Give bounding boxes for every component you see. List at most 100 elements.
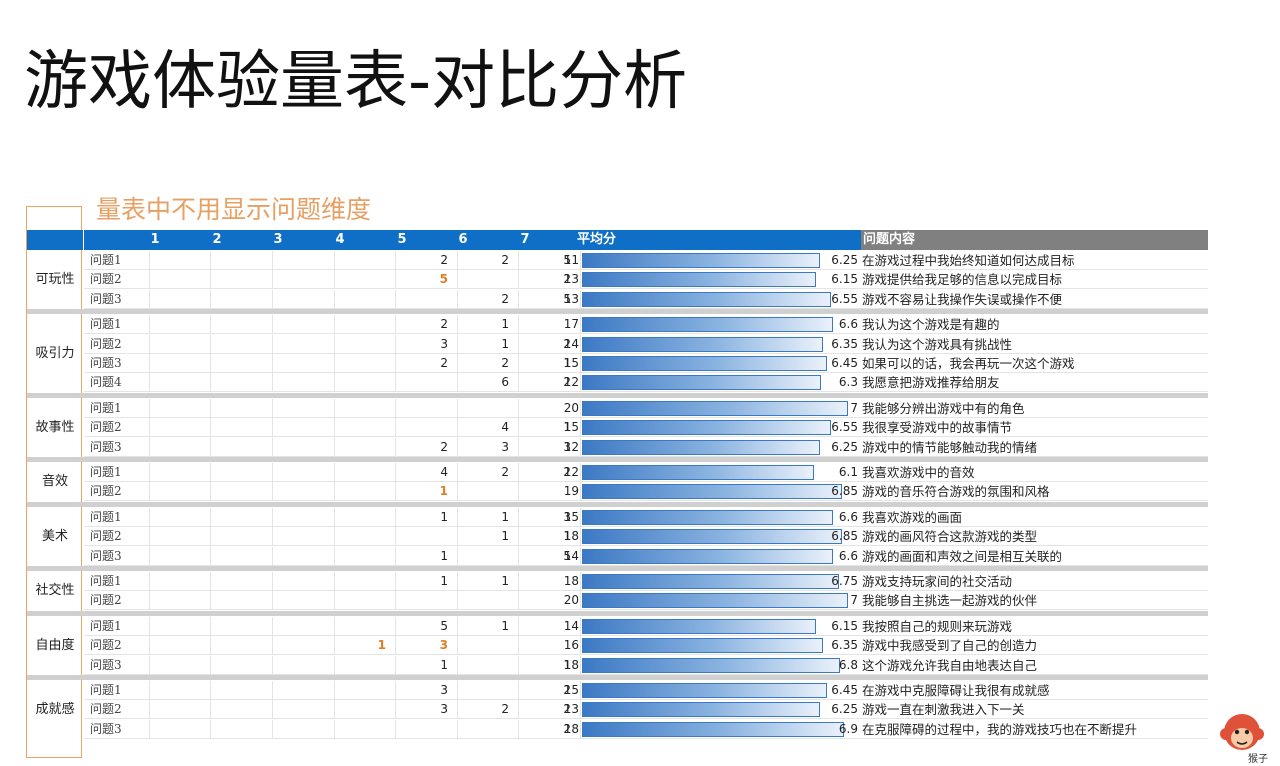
- table-row: 问题3 2 18 6.9 在克服障碍的过程中，我的游戏技巧也在不断提升: [84, 719, 1208, 739]
- column-divider: [210, 527, 211, 547]
- column-divider: [210, 507, 211, 527]
- column-divider: [272, 655, 273, 675]
- scale-count-5: 3: [440, 683, 448, 697]
- scale-count-6: 1: [501, 529, 509, 544]
- column-divider: [210, 636, 211, 656]
- column-divider: [272, 334, 273, 354]
- column-divider: [580, 719, 581, 739]
- column-divider: [395, 354, 396, 373]
- column-divider: [210, 719, 211, 739]
- avg-score-bar: [582, 317, 833, 333]
- column-divider: [457, 681, 458, 700]
- scale-count-6: 6: [501, 375, 509, 390]
- question-content: 这个游戏允许我自由地表达自己: [862, 657, 1038, 673]
- column-divider: [580, 251, 581, 270]
- avg-score: 6.55: [831, 291, 858, 306]
- column-divider: [457, 270, 458, 290]
- column-divider: [334, 289, 335, 309]
- avg-score: 6.1: [838, 465, 858, 479]
- group-separator: [27, 457, 1208, 462]
- table-row: 问题1 20 7 我能够分辨出游戏中有的角色: [84, 398, 1208, 418]
- avg-score-bar: [582, 253, 820, 268]
- column-divider: [149, 636, 150, 656]
- column-divider: [457, 482, 458, 502]
- column-divider: [580, 591, 581, 611]
- column-divider: [518, 572, 519, 591]
- column-divider: [334, 546, 335, 566]
- column-divider: [580, 463, 581, 482]
- column-divider: [149, 251, 150, 270]
- avg-score-bar: [582, 400, 848, 416]
- row-divider: [84, 288, 1208, 290]
- question-content: 我按照自己的规则来玩游戏: [862, 618, 1013, 634]
- column-divider: [334, 572, 335, 591]
- column-divider: [580, 334, 581, 354]
- scale-count-7: 1: [563, 356, 571, 370]
- scale-count-5: 1: [440, 509, 448, 524]
- header-gray-band: [861, 230, 1208, 250]
- avg-score: 6.45: [831, 356, 858, 370]
- row-divider: [84, 525, 1208, 527]
- row-divider: [84, 590, 1208, 591]
- column-divider: [272, 591, 273, 611]
- question-label: 问题3: [90, 356, 122, 370]
- table-row: 问题2 20 7 我能够自主挑选一起游戏的伙伴: [84, 591, 1208, 611]
- question-content: 在游戏过程中我始终知道如何达成目标: [862, 253, 1075, 268]
- table-row: 问题4 6 2 12 6.3 我愿意把游戏推荐给朋友: [84, 373, 1208, 393]
- table-row: 问题2 5 2 13 6.15 游戏提供给我足够的信息以完成目标: [84, 270, 1208, 290]
- scale-count-7: 3: [563, 439, 571, 454]
- column-divider: [272, 289, 273, 309]
- scale-count-7: 5: [563, 253, 571, 267]
- header-scale-2: 2: [212, 232, 222, 247]
- row-divider: [84, 333, 1208, 335]
- question-content: 我能够分辨出游戏中有的角色: [862, 400, 1025, 416]
- column-divider: [149, 373, 150, 393]
- column-divider: [272, 354, 273, 373]
- avg-score-bar: [582, 574, 839, 589]
- column-divider: [272, 482, 273, 502]
- column-divider: [334, 507, 335, 527]
- question-content: 我能够自主挑选一起游戏的伙伴: [862, 593, 1038, 609]
- column-divider: [149, 572, 150, 591]
- scale-count-5: 4: [440, 465, 448, 479]
- header-scale-6: 6: [458, 232, 468, 247]
- column-divider: [518, 527, 519, 547]
- column-divider: [334, 527, 335, 547]
- column-divider: [395, 418, 396, 438]
- page-title: 游戏体验量表-对比分析: [24, 45, 688, 119]
- column-divider: [395, 591, 396, 611]
- column-divider: [395, 700, 396, 720]
- column-divider: [334, 334, 335, 354]
- column-divider: [210, 591, 211, 611]
- row-divider: [84, 436, 1208, 438]
- column-divider: [518, 463, 519, 482]
- column-divider: [580, 289, 581, 309]
- column-divider: [149, 418, 150, 438]
- row-divider: [84, 609, 1208, 611]
- column-divider: [395, 482, 396, 502]
- avg-score-bar: [582, 638, 823, 654]
- avg-score: 6.85: [831, 529, 858, 544]
- column-divider: [580, 507, 581, 527]
- question-label: 问题3: [90, 657, 122, 672]
- column-divider: [149, 270, 150, 290]
- avg-score: 6.25: [831, 253, 858, 267]
- row-divider: [84, 673, 1208, 675]
- header-scale-1: 1: [150, 232, 160, 247]
- header-blue-band: [84, 230, 861, 250]
- avg-score-bar: [582, 721, 844, 737]
- column-divider: [457, 636, 458, 656]
- column-divider: [210, 354, 211, 373]
- row-divider: [84, 352, 1208, 354]
- column-divider: [210, 463, 211, 482]
- row-total: 20: [563, 593, 579, 608]
- column-divider: [210, 572, 211, 591]
- question-label: 问题3: [90, 721, 122, 736]
- scale-count-5: 1: [440, 657, 448, 672]
- column-divider: [395, 334, 396, 354]
- row-divider: [84, 737, 1208, 739]
- column-divider: [580, 373, 581, 393]
- question-label: 问题1: [90, 465, 122, 479]
- row-divider: [84, 699, 1208, 700]
- scale-count-7: 2: [563, 702, 571, 717]
